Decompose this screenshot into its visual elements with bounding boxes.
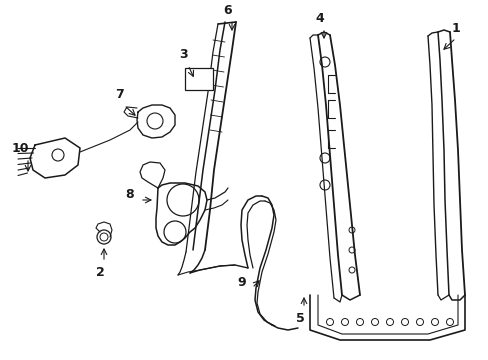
Text: 3: 3 xyxy=(178,49,187,62)
Text: 6: 6 xyxy=(223,4,232,17)
Text: 9: 9 xyxy=(237,276,246,289)
Text: 7: 7 xyxy=(115,89,124,102)
Text: 10: 10 xyxy=(11,141,29,154)
Text: 4: 4 xyxy=(315,12,324,24)
Text: 1: 1 xyxy=(451,22,459,35)
Text: 5: 5 xyxy=(295,311,304,324)
Text: 8: 8 xyxy=(125,189,134,202)
Text: 2: 2 xyxy=(96,266,104,279)
Bar xyxy=(184,68,213,90)
